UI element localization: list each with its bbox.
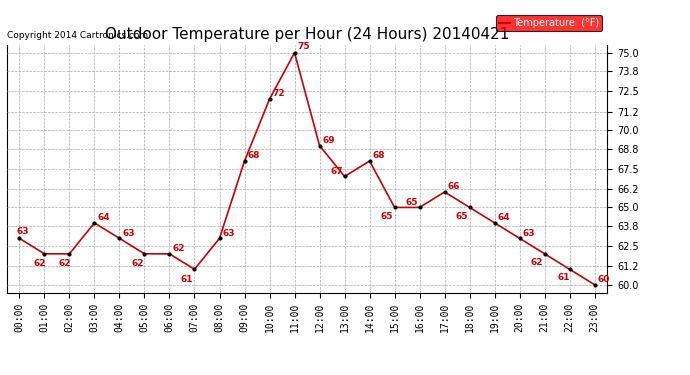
Text: 64: 64: [97, 213, 110, 222]
Text: 66: 66: [447, 182, 460, 191]
Text: 69: 69: [322, 136, 335, 145]
Text: 62: 62: [132, 260, 144, 268]
Text: 72: 72: [273, 89, 285, 98]
Text: 65: 65: [455, 211, 469, 220]
Text: 63: 63: [17, 227, 29, 236]
Title: Outdoor Temperature per Hour (24 Hours) 20140421: Outdoor Temperature per Hour (24 Hours) …: [105, 27, 509, 42]
Text: 62: 62: [33, 260, 46, 268]
Text: 62: 62: [172, 244, 185, 253]
Text: 61: 61: [558, 273, 570, 282]
Text: 63: 63: [222, 229, 235, 238]
Text: 63: 63: [522, 229, 535, 238]
Text: 64: 64: [497, 213, 510, 222]
Text: 65: 65: [381, 211, 393, 220]
Text: 60: 60: [598, 275, 610, 284]
Text: 75: 75: [297, 42, 310, 51]
Text: 65: 65: [406, 198, 418, 207]
Text: 63: 63: [122, 229, 135, 238]
Text: 68: 68: [373, 151, 385, 160]
Text: 68: 68: [247, 151, 260, 160]
Text: 62: 62: [531, 258, 543, 267]
Text: 67: 67: [331, 167, 344, 176]
Text: 62: 62: [59, 260, 71, 268]
Text: Copyright 2014 Cartronics.com: Copyright 2014 Cartronics.com: [7, 31, 148, 40]
Legend: Temperature  (°F): Temperature (°F): [496, 15, 602, 31]
Text: 61: 61: [181, 275, 193, 284]
